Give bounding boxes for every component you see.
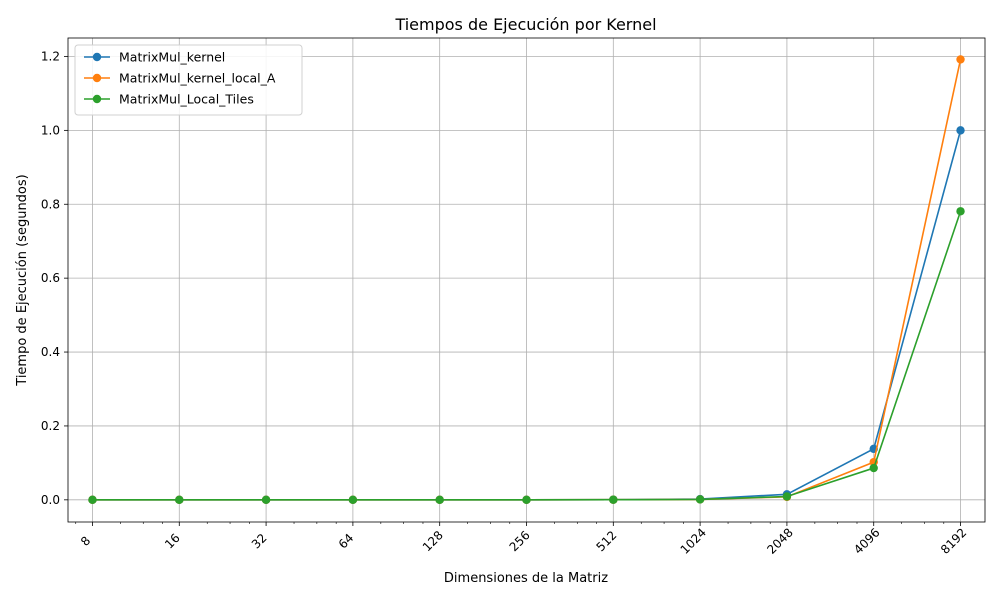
data-point <box>782 492 792 501</box>
y-tick-label: 0.8 <box>41 197 60 211</box>
y-tick-label: 0.4 <box>41 345 60 359</box>
series-lines <box>88 55 965 505</box>
x-tick-label: 256 <box>507 528 533 554</box>
data-point <box>261 495 271 505</box>
legend-marker <box>92 52 102 62</box>
legend-label: MatrixMul_kernel_local_A <box>119 71 276 86</box>
x-tick-label: 2048 <box>764 525 795 556</box>
legend-label: MatrixMul_Local_Tiles <box>119 92 254 107</box>
axes: 8 16 32 64 128 256 512 1024 2048 4096 8192 0.0 0.2 0.… <box>41 49 970 556</box>
x-tick-label: 32 <box>249 531 270 552</box>
x-tick-label: 8 <box>78 534 93 549</box>
data-point <box>609 495 618 504</box>
x-tick-label: 512 <box>593 528 619 554</box>
data-point <box>522 495 531 505</box>
x-tick-label: 1024 <box>678 525 709 556</box>
data-point <box>695 495 705 504</box>
chart-title: Tiempos de Ejecución por Kernel <box>394 15 656 34</box>
data-point <box>88 495 97 505</box>
y-tick-label: 1.0 <box>41 123 60 137</box>
x-tick-label: 64 <box>336 531 357 552</box>
legend-marker <box>92 94 102 104</box>
data-point <box>435 495 444 505</box>
plot-frame <box>67 37 986 523</box>
data-point <box>956 126 965 135</box>
y-axis-title: Tiempo de Ejecución (segundos) <box>15 174 30 386</box>
y-tick-label: 0.2 <box>41 419 60 433</box>
legend-label: MatrixMul_kernel <box>119 50 225 65</box>
data-point <box>348 495 358 505</box>
y-tick-label: 0.6 <box>41 271 60 285</box>
data-point <box>956 207 965 216</box>
x-axis-title: Dimensiones de la Matriz <box>444 571 608 586</box>
legend-marker <box>92 73 102 83</box>
data-point <box>175 495 184 505</box>
y-tick-label: 1.2 <box>41 49 60 63</box>
legend: MatrixMul_kernel MatrixMul_kernel_local_A… <box>74 44 303 116</box>
x-tick-label: 16 <box>162 531 183 552</box>
legend-box <box>74 44 303 116</box>
x-tick-label: 8192 <box>938 525 969 556</box>
data-point <box>869 463 878 473</box>
y-tick-label: 0.0 <box>41 493 60 507</box>
x-tick-label: 4096 <box>851 525 882 556</box>
data-point <box>956 55 965 64</box>
x-tick-label: 128 <box>420 528 446 554</box>
